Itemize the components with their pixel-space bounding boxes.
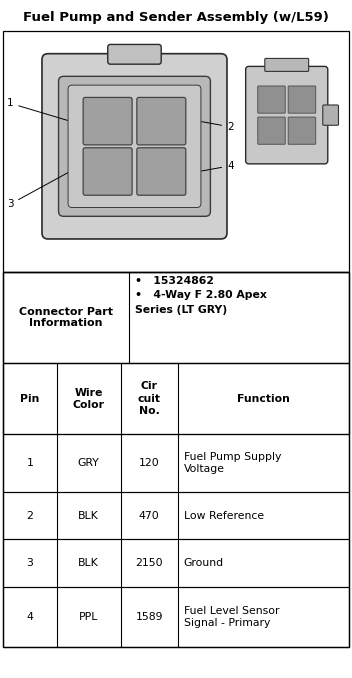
Text: Connector Part
Information: Connector Part Information bbox=[19, 306, 113, 328]
Text: Ground: Ground bbox=[184, 558, 224, 568]
FancyBboxPatch shape bbox=[258, 117, 285, 144]
Bar bbox=[3, 272, 349, 363]
Bar bbox=[3, 435, 349, 492]
Text: BLK: BLK bbox=[78, 558, 99, 568]
Bar bbox=[3, 492, 349, 540]
Text: 4: 4 bbox=[202, 161, 234, 171]
FancyBboxPatch shape bbox=[288, 117, 316, 144]
FancyBboxPatch shape bbox=[258, 86, 285, 113]
FancyBboxPatch shape bbox=[83, 148, 132, 195]
Bar bbox=[3, 363, 349, 435]
Text: Fuel Pump Supply
Voltage: Fuel Pump Supply Voltage bbox=[184, 452, 281, 475]
FancyBboxPatch shape bbox=[265, 58, 309, 71]
FancyBboxPatch shape bbox=[58, 77, 210, 216]
Text: 1589: 1589 bbox=[136, 612, 163, 622]
Text: 3: 3 bbox=[7, 173, 68, 210]
Text: Fuel Pump and Sender Assembly (w/L59): Fuel Pump and Sender Assembly (w/L59) bbox=[23, 11, 329, 24]
Text: 2: 2 bbox=[202, 121, 234, 132]
Text: PPL: PPL bbox=[79, 612, 98, 622]
Text: GRY: GRY bbox=[78, 458, 100, 468]
Text: 2150: 2150 bbox=[136, 558, 163, 568]
Text: 4: 4 bbox=[26, 612, 33, 622]
FancyBboxPatch shape bbox=[68, 85, 201, 207]
FancyBboxPatch shape bbox=[137, 148, 186, 195]
Text: Function: Function bbox=[237, 394, 290, 404]
Text: 2: 2 bbox=[26, 511, 33, 521]
Bar bbox=[3, 540, 349, 587]
Text: 120: 120 bbox=[139, 458, 159, 468]
Text: •   15324862
•   4-Way F 2.80 Apex
Series (LT GRY): • 15324862 • 4-Way F 2.80 Apex Series (L… bbox=[135, 276, 267, 315]
FancyBboxPatch shape bbox=[42, 54, 227, 239]
Bar bbox=[3, 272, 349, 647]
Text: Low Reference: Low Reference bbox=[184, 511, 264, 521]
Text: 3: 3 bbox=[26, 558, 33, 568]
Text: 1: 1 bbox=[7, 98, 67, 121]
FancyBboxPatch shape bbox=[83, 98, 132, 145]
Bar bbox=[3, 587, 349, 647]
FancyBboxPatch shape bbox=[108, 45, 161, 64]
Text: BLK: BLK bbox=[78, 511, 99, 521]
FancyBboxPatch shape bbox=[137, 98, 186, 145]
Text: Cir
cuit
No.: Cir cuit No. bbox=[138, 382, 161, 416]
FancyBboxPatch shape bbox=[288, 86, 316, 113]
FancyBboxPatch shape bbox=[246, 66, 328, 164]
Text: 470: 470 bbox=[139, 511, 159, 521]
Text: Wire
Color: Wire Color bbox=[73, 388, 105, 410]
FancyBboxPatch shape bbox=[323, 105, 339, 125]
Bar bbox=[3, 31, 349, 272]
Text: 1: 1 bbox=[26, 458, 33, 468]
Text: Fuel Level Sensor
Signal - Primary: Fuel Level Sensor Signal - Primary bbox=[184, 605, 279, 628]
Text: Pin: Pin bbox=[20, 394, 39, 404]
